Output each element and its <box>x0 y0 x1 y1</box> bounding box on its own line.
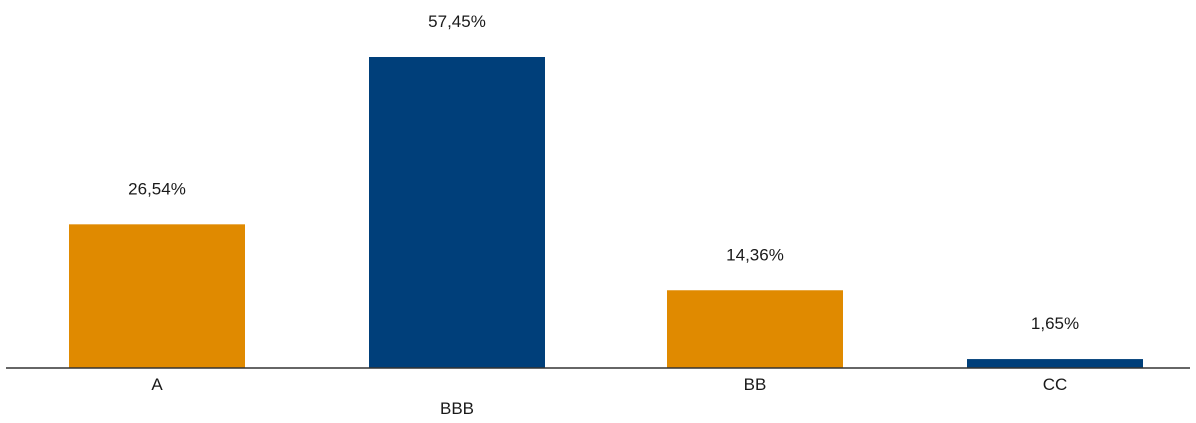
value-labels-group: 26,54% 57,45% 14,36% 1,65% <box>128 12 1079 333</box>
bar-cc <box>967 359 1143 368</box>
value-label-bb: 14,36% <box>726 245 784 264</box>
value-label-cc: 1,65% <box>1031 314 1079 333</box>
category-label-bbb: BBB <box>440 399 474 418</box>
bar-bbb <box>369 57 545 368</box>
bar-a <box>69 224 245 368</box>
bars-group <box>69 57 1143 368</box>
bar-bb <box>667 290 843 368</box>
category-label-a: A <box>151 375 163 394</box>
category-label-bb: BB <box>744 375 767 394</box>
category-label-cc: CC <box>1043 375 1068 394</box>
value-label-bbb: 57,45% <box>428 12 486 31</box>
value-label-a: 26,54% <box>128 179 186 198</box>
